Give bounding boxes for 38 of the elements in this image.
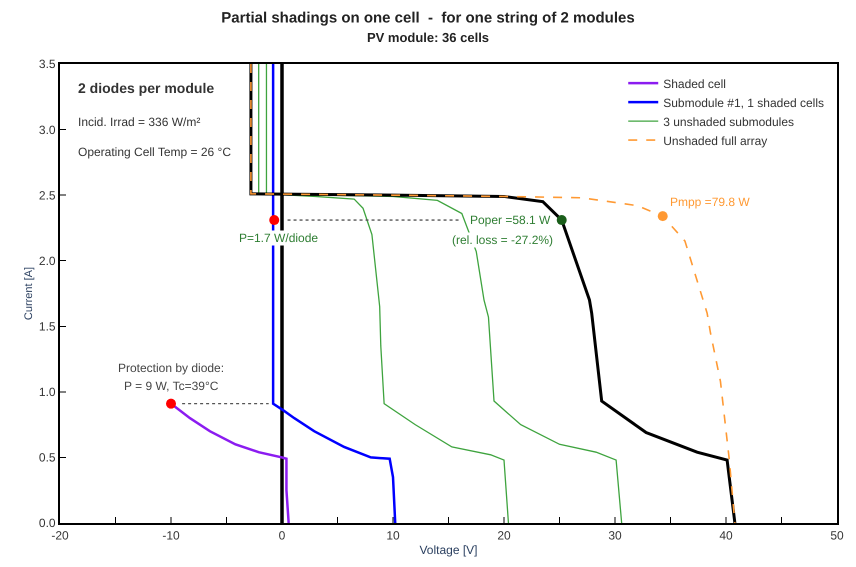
legend-label: 3 unshaded submodules — [663, 114, 794, 129]
annotation: 2 diodes per module — [78, 80, 214, 96]
point — [269, 215, 280, 226]
x-tick-label: 10 — [386, 528, 400, 542]
y-tick-label: 2.0 — [38, 254, 56, 268]
y-tick-label: 0.5 — [38, 450, 56, 465]
chart-subtitle: PV module: 36 cells — [366, 30, 490, 46]
annotation: Operating Cell Temp = 26 °C — [78, 145, 232, 159]
annotation: Protection by diode: — [118, 361, 224, 375]
annotation: Pmpp =79.8 W — [670, 195, 750, 209]
x-tick-label: 50 — [830, 528, 844, 542]
legend-label: Shaded cell — [663, 76, 726, 91]
y-tick-label: 0.0 — [38, 516, 56, 530]
annotation: (rel. loss = -27.2%) — [452, 233, 554, 247]
annotation: P = 9 W, Tc=39°C — [124, 379, 219, 393]
x-axis-title: Voltage [V] — [419, 542, 478, 557]
x-tick-label: 40 — [719, 528, 733, 542]
y-tick-label: 1.5 — [38, 319, 56, 334]
x-tick-label: 20 — [497, 528, 511, 542]
y-tick-label: 3.0 — [38, 122, 56, 137]
y-tick-label: 2.5 — [38, 188, 56, 202]
annotation: P=1.7 W/diode — [239, 231, 318, 245]
chart-title: Partial shadings on one cell - for one string of 2 modules — [221, 10, 635, 27]
annotation: Poper =58.1 W — [470, 213, 552, 227]
line-series — [272, 64, 396, 523]
y-axis-title: Current [A] — [23, 266, 36, 320]
x-tick-label: -10 — [162, 528, 180, 542]
annotation: Incid. Irrad = 336 W/m² — [78, 115, 200, 129]
point — [658, 211, 668, 222]
y-tick-label: 3.5 — [38, 57, 56, 72]
x-tick-label: 30 — [608, 528, 622, 542]
x-tick-label: -20 — [51, 528, 69, 542]
point — [556, 215, 567, 226]
y-tick-label: 1.0 — [38, 385, 56, 400]
legend-label: Submodule #1, 1 shaded cells — [663, 96, 824, 110]
point — [166, 398, 176, 409]
legend-label: Unshaded full array — [663, 134, 768, 148]
x-tick-label: 0 — [278, 528, 286, 542]
